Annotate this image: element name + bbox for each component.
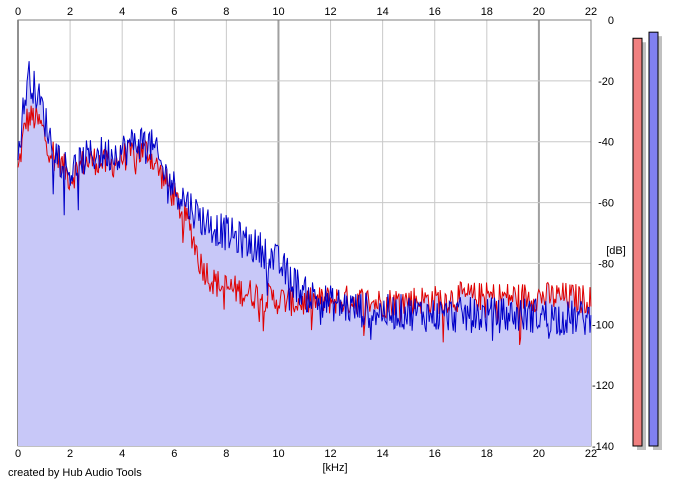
x-tick-label-top: 22 [585,6,597,18]
x-tick-label-bottom: 8 [223,448,229,460]
x-tick-label-bottom: 14 [377,448,389,460]
x-tick-label-bottom: 22 [585,448,597,460]
x-tick-label-top: 12 [324,6,336,18]
x-tick-label-bottom: 6 [171,448,177,460]
y-tick-label: -40 [598,137,614,149]
x-tick-label-bottom: 4 [119,448,125,460]
y-tick-label: -80 [598,258,614,270]
x-tick-label-top: 0 [15,6,21,18]
x-tick-label-bottom: 16 [429,448,441,460]
x-tick-label-bottom: 0 [15,448,21,460]
y-tick-label: -20 [598,76,614,88]
series-lines [17,61,592,345]
x-tick-label-top: 4 [119,6,125,18]
y-axis-label: [dB] [606,245,626,257]
y-tick-label: 0 [608,15,614,27]
spectrum-fill-area [18,61,591,446]
x-tick-label-top: 20 [533,6,545,18]
x-tick-label-bottom: 12 [324,448,336,460]
x-tick-label-top: 10 [272,6,284,18]
x-tick-label-top: 2 [67,6,73,18]
level-meter-red [632,37,643,447]
x-tick-label-bottom: 10 [272,448,284,460]
series-line-blue [17,61,592,341]
y-tick-label: -120 [592,380,614,392]
x-tick-label-bottom: 20 [533,448,545,460]
x-tick-label-bottom: 18 [481,448,493,460]
x-tick-label-bottom: 2 [67,448,73,460]
x-axis-label: [kHz] [322,462,347,474]
level-meters [632,31,662,451]
y-tick-label: -100 [592,319,614,331]
x-tick-label-top: 8 [223,6,229,18]
y-tick-labels: 0 -20 -40 -60 -80 -100 -120 -140 [592,15,614,453]
credit-text: created by Hub Audio Tools [8,467,142,479]
x-tick-label-top: 16 [429,6,441,18]
level-meter-blue [648,31,659,447]
y-tick-label: -140 [592,441,614,453]
x-tick-label-top: 18 [481,6,493,18]
x-tick-label-top: 14 [377,6,389,18]
x-tick-label-top: 6 [171,6,177,18]
y-tick-label: -60 [598,198,614,210]
